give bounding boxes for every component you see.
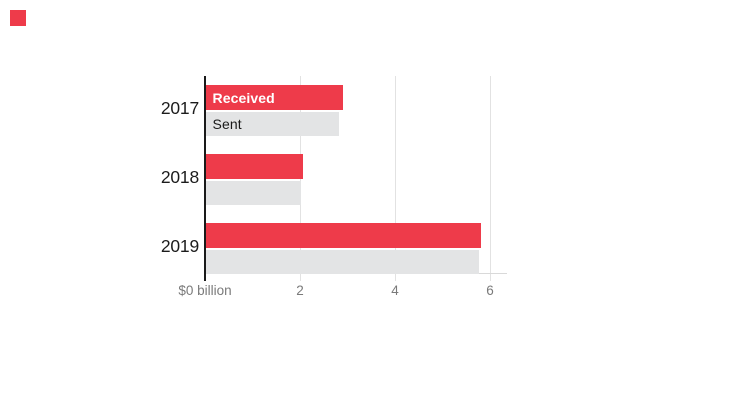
bar-received-2017: Received [205,85,344,110]
bar-sent-2019 [205,249,479,274]
year-label-2017: 2017 [160,98,199,119]
series-label-received: Received [212,89,275,106]
bar-received-2019 [205,223,481,248]
x-tick-label-6: 6 [486,283,494,298]
gridline-4 [394,76,396,281]
x-tick-label-4: 4 [391,283,399,298]
red-square-mark [10,10,26,26]
x-tick-label-2: 2 [296,283,304,298]
year-label-2019: 2019 [160,236,199,257]
bar-sent-2018 [205,180,301,205]
bar-received-2018 [205,154,303,179]
x-tick-label-0: $0 billion [178,283,232,298]
year-label-2018: 2018 [160,167,199,188]
series-label-sent: Sent [212,115,242,132]
bar-sent-2017: Sent [205,111,339,136]
gridline-6 [489,76,491,281]
y-axis-line [204,76,206,281]
